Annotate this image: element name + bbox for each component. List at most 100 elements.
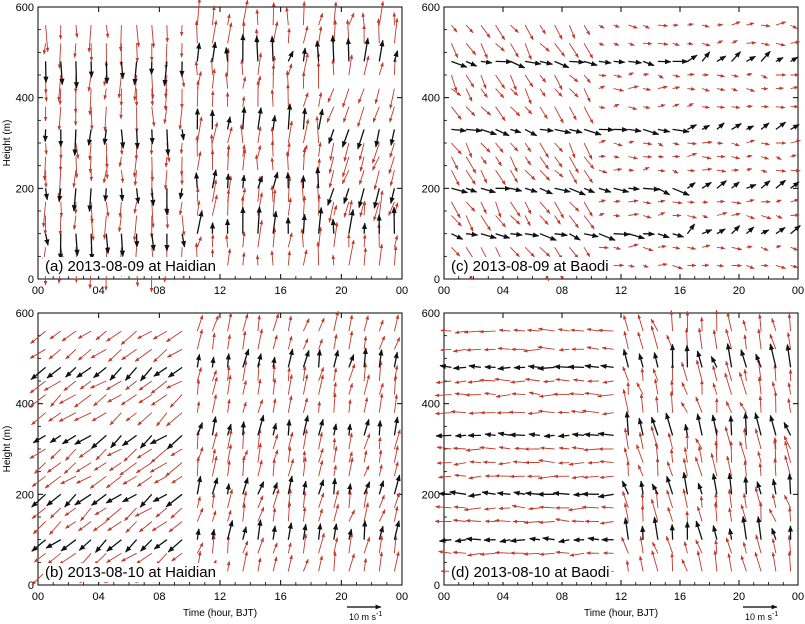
wind-vector-red <box>196 496 201 509</box>
wind-vector-red <box>695 456 703 477</box>
wind-vector-black <box>109 366 122 381</box>
wind-vector-black <box>287 348 294 368</box>
wind-vector-red <box>625 560 630 572</box>
wind-vector-red <box>628 85 639 90</box>
wind-vector-red <box>716 40 724 44</box>
wind-vector-red <box>716 105 726 109</box>
wind-vector-red <box>93 394 107 407</box>
wind-vector-red <box>138 380 153 391</box>
wind-vector-red <box>393 17 399 44</box>
wind-vector-black <box>59 61 65 86</box>
wind-vector-black <box>328 129 335 145</box>
wind-vector-black <box>701 124 711 131</box>
wind-vector-red <box>302 490 307 508</box>
wind-vector-black <box>624 411 630 436</box>
wind-vector-red <box>49 330 62 340</box>
wind-vector-black <box>73 61 80 89</box>
wind-vector-red <box>333 310 339 332</box>
wind-vector-red <box>710 452 718 477</box>
wind-vector-red <box>108 348 122 363</box>
wind-vector-red <box>153 348 168 363</box>
wind-vector-red <box>687 200 695 204</box>
wind-vector-red <box>328 201 335 223</box>
wind-vector-black <box>527 364 540 370</box>
wind-vector-red <box>628 140 635 145</box>
wind-vector-black <box>46 493 62 507</box>
wind-vector-red <box>227 398 231 413</box>
wind-vector-red <box>358 142 365 161</box>
wind-vector-red <box>393 551 400 572</box>
plot-frame <box>37 6 403 280</box>
wind-vector-black <box>510 128 522 134</box>
wind-vector-black <box>583 187 596 194</box>
wind-vector-red <box>628 264 635 268</box>
wind-vector-red <box>272 227 277 248</box>
wind-vector-red <box>164 156 169 168</box>
y-tick-label: 200 <box>422 489 440 501</box>
wind-vector-red <box>436 461 452 465</box>
wind-vector-black <box>598 233 616 241</box>
wind-vector-black <box>755 353 762 368</box>
wind-vector-red <box>318 447 324 463</box>
wind-vector-red <box>79 380 92 390</box>
wind-vector-red <box>272 507 277 522</box>
wind-vector-black <box>72 129 78 157</box>
wind-vector-black <box>567 364 585 370</box>
wind-vector-black <box>672 232 685 238</box>
wind-vector-red <box>479 445 496 450</box>
wind-vector-black <box>513 490 526 496</box>
wind-vector-red <box>760 156 770 160</box>
wind-vector-red <box>58 412 77 422</box>
wind-vector-red <box>451 215 462 227</box>
wind-vector-red <box>509 156 518 173</box>
wind-vector-red <box>463 330 481 334</box>
wind-vector-red <box>181 215 186 236</box>
wind-vector-red <box>211 179 218 202</box>
wind-vector-black <box>587 536 599 542</box>
wind-vector-red <box>125 412 137 422</box>
wind-vector-red <box>105 507 122 522</box>
wind-vector-red <box>242 144 246 157</box>
wind-vector-red <box>739 371 747 395</box>
wind-vector-red <box>242 148 247 171</box>
wind-vector-red <box>695 396 703 413</box>
wind-vector-red <box>121 348 137 361</box>
wind-vector-red <box>465 348 481 352</box>
wind-vector-black <box>257 175 264 189</box>
wind-vector-red <box>681 558 688 572</box>
wind-vector-red <box>480 74 487 90</box>
wind-vector-red <box>393 336 401 350</box>
wind-vector-black <box>377 419 383 436</box>
x-tick-label: 20 <box>733 285 745 297</box>
y-tick-label: 400 <box>16 399 34 411</box>
wind-vector-red <box>257 537 264 554</box>
wind-vector-black <box>701 229 713 235</box>
wind-vector-red <box>554 106 564 124</box>
wind-vector-red <box>600 505 614 510</box>
wind-vector-red <box>333 392 337 413</box>
wind-vector-red <box>725 328 733 350</box>
wind-vector-red <box>784 494 792 509</box>
wind-vector-red <box>318 25 323 44</box>
wind-vector-red <box>465 518 481 523</box>
wind-vector-red <box>539 142 549 158</box>
wind-vector-red <box>48 412 62 422</box>
wind-vector-red <box>742 319 747 332</box>
wind-vector-red <box>467 380 481 384</box>
wind-vector-red <box>241 252 246 266</box>
wind-vector-red <box>572 378 585 382</box>
wind-vector-red <box>510 24 519 33</box>
wind-vector-red <box>622 366 629 382</box>
wind-vector-black <box>598 187 612 193</box>
wind-vector-black <box>195 353 202 368</box>
y-tick-label: 0 <box>28 274 34 286</box>
wind-vector-red <box>773 436 778 450</box>
wind-vector-red <box>465 142 473 158</box>
wind-vector-red <box>302 558 309 572</box>
wind-vector-red <box>363 315 369 332</box>
wind-vector-black <box>240 174 247 189</box>
y-tick-label: 200 <box>422 183 440 195</box>
wind-vector-red <box>654 395 659 413</box>
wind-vector-red <box>270 126 275 144</box>
wind-vector-red <box>196 507 204 522</box>
